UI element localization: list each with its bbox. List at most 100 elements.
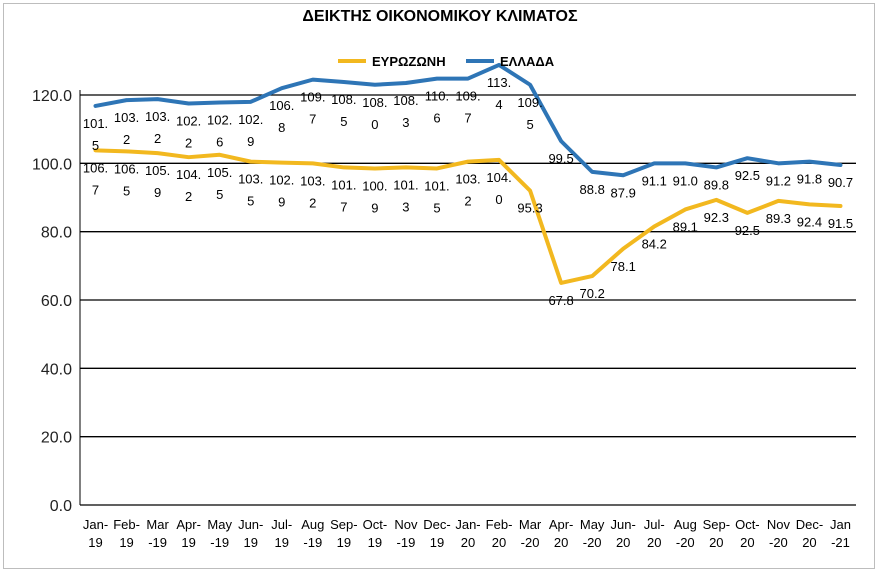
data-label: 7 [92, 182, 99, 197]
x-tick-label: Oct- [735, 517, 760, 532]
data-label: 104. [486, 170, 511, 185]
data-label: 5 [123, 183, 130, 198]
data-label: 90.7 [828, 175, 853, 190]
series-line-eurozone [93, 148, 843, 285]
data-label: 91.1 [642, 173, 667, 188]
data-label: 2 [309, 195, 316, 210]
y-tick-label: 100.0 [32, 156, 72, 173]
x-tick-label: Jan [830, 517, 851, 532]
data-label: 92.4 [797, 214, 822, 229]
data-label: 103. [238, 172, 263, 187]
x-tick-label: 20 [647, 535, 661, 550]
data-label: 5 [340, 114, 347, 129]
data-label: 91.0 [673, 173, 698, 188]
x-tick-label: 19 [430, 535, 444, 550]
x-tick-label: Aug [301, 517, 324, 532]
data-label: 103. [300, 173, 325, 188]
data-label: 6 [216, 135, 223, 150]
x-tick-label: 19 [119, 535, 133, 550]
y-tick-label: 60.0 [41, 293, 72, 310]
data-label: 103. [455, 172, 480, 187]
data-label: 5 [216, 187, 223, 202]
data-label: 92.5 [735, 223, 760, 238]
x-tick-label: 20 [492, 535, 506, 550]
x-tick-label: -19 [303, 535, 322, 550]
legend-label: ΕΥΡΩΖΩΝΗ [372, 54, 446, 69]
x-tick-label: Nov [767, 517, 791, 532]
x-tick-label: 19 [88, 535, 102, 550]
data-label: 92.3 [704, 210, 729, 225]
x-tick-label: -20 [769, 535, 788, 550]
data-label: 9 [247, 134, 254, 149]
x-tick-label: Sep- [330, 517, 357, 532]
data-label: 0 [495, 192, 502, 207]
data-label: 9 [371, 200, 378, 215]
data-label: 106. [83, 160, 108, 175]
y-tick-label: 20.0 [41, 430, 72, 447]
data-label: 104. [176, 167, 201, 182]
data-label: 7 [340, 199, 347, 214]
data-label: 105. [145, 163, 170, 178]
x-axis: Jan-19Feb-19Mar-19Apr-19May-19Jun-19Jul-… [83, 517, 851, 550]
chart-title: ΔΕΙΚΤΗΣ ΟΙΚΟΝΟΜΙΚΟΥ ΚΛΙΜΑΤΟΣ [302, 8, 578, 25]
x-tick-label: Feb- [113, 517, 140, 532]
data-label: 2 [123, 132, 130, 147]
data-label: 88.8 [580, 182, 605, 197]
data-label: 5 [92, 138, 99, 153]
data-label: 102. [238, 112, 263, 127]
x-tick-label: -20 [676, 535, 695, 550]
data-label: 105. [207, 165, 232, 180]
series-lines [93, 62, 843, 285]
data-label: 9 [278, 195, 285, 210]
data-label: 102. [269, 173, 294, 188]
x-tick-label: Jan- [83, 517, 108, 532]
data-label: 2 [154, 131, 161, 146]
data-labels: 106. 7 106. 5 105. 9 104. 2 105. 5 103. 5 102. 9 103. 2… [83, 75, 853, 308]
x-tick-label: Nov [394, 517, 418, 532]
chart-frame [3, 3, 875, 569]
x-tick-label: 19 [243, 535, 257, 550]
x-tick-label: 19 [181, 535, 195, 550]
x-tick-label: May [207, 517, 232, 532]
legend: ΕΥΡΩΖΩΝΗ ΕΛΛΑΔΑ [338, 54, 555, 69]
data-label: 101. [424, 178, 449, 193]
x-tick-label: -21 [831, 535, 850, 550]
data-label: 4 [495, 97, 502, 112]
data-label: 109. [455, 89, 480, 104]
x-tick-label: -20 [521, 535, 540, 550]
data-label: 91.8 [797, 172, 822, 187]
data-label: 108. [393, 93, 418, 108]
data-label: 113. [487, 75, 511, 90]
data-label: 2 [185, 136, 192, 151]
data-label: 9 [154, 185, 161, 200]
data-label: 101. [331, 177, 356, 192]
data-label: 70.2 [580, 286, 605, 301]
x-tick-label: Sep- [703, 517, 730, 532]
x-tick-label: 19 [368, 535, 382, 550]
x-tick-label: Apr- [549, 517, 574, 532]
data-label: 3 [402, 115, 409, 130]
x-tick-label: Apr- [176, 517, 201, 532]
x-tick-label: Jun- [611, 517, 636, 532]
x-tick-label: Jul- [271, 517, 292, 532]
x-tick-label: Jun- [238, 517, 263, 532]
data-label: 95.3 [517, 201, 542, 216]
data-label: 101. [393, 177, 418, 192]
data-label: 102. [176, 114, 201, 129]
x-tick-label: 20 [554, 535, 568, 550]
data-label: 6 [433, 111, 440, 126]
x-tick-label: Jan- [455, 517, 480, 532]
data-label: 91.2 [766, 173, 791, 188]
data-label: 7 [309, 112, 316, 127]
y-axis: 0.0 20.0 40.0 60.0 80.0 100.0 120.0 [32, 88, 81, 515]
x-tick-label: May [580, 517, 605, 532]
y-tick-label: 120.0 [32, 88, 72, 105]
data-label: 100. [362, 178, 387, 193]
y-tick-label: 40.0 [41, 361, 72, 378]
data-label: 103. [145, 109, 170, 124]
x-tick-label: Feb- [486, 517, 513, 532]
x-tick-label: Aug [674, 517, 697, 532]
series-line-greece [93, 62, 843, 178]
data-label: 102. [207, 113, 232, 128]
